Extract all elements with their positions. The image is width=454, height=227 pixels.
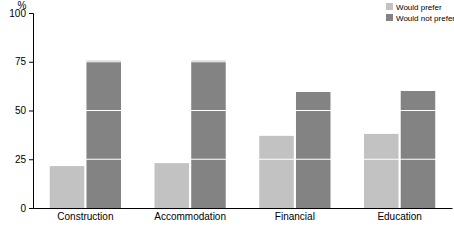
tick-label: Accommodation bbox=[154, 211, 226, 222]
legend-label: Would not prefer bbox=[396, 14, 454, 23]
bar bbox=[401, 91, 436, 208]
tick: Education bbox=[377, 211, 421, 222]
tick-mark bbox=[29, 111, 33, 112]
bar bbox=[364, 134, 399, 208]
tick: Financial bbox=[275, 211, 315, 222]
tick-mark bbox=[29, 62, 33, 63]
tick-label: Construction bbox=[57, 211, 113, 222]
tick-mark bbox=[29, 13, 33, 14]
tick-label: Education bbox=[377, 211, 421, 222]
grid-line bbox=[33, 110, 452, 111]
axis-line bbox=[29, 14, 34, 209]
x-axis: Construction Accommodation Financial Educat… bbox=[34, 209, 453, 223]
grid-line bbox=[33, 12, 452, 13]
grid-line bbox=[33, 61, 452, 62]
tick: 75 bbox=[15, 56, 33, 67]
tick-label: 75 bbox=[15, 56, 27, 67]
legend-swatch bbox=[386, 14, 393, 21]
legend-item: Would prefer bbox=[386, 3, 442, 12]
legend: Would prefer Would not prefer bbox=[386, 3, 454, 23]
grid-line bbox=[33, 159, 452, 160]
tick-label: 50 bbox=[15, 105, 27, 116]
legend-item: Would not prefer bbox=[386, 14, 454, 23]
bar bbox=[259, 136, 294, 208]
tick-mark bbox=[29, 208, 33, 209]
axis-title: % bbox=[18, 0, 27, 11]
bar bbox=[296, 92, 331, 208]
y-axis: 0255075100 bbox=[9, 8, 33, 214]
tick-label: 0 bbox=[20, 203, 26, 214]
tick-mark bbox=[29, 159, 33, 160]
tick: 0 bbox=[20, 203, 33, 214]
legend-swatch bbox=[386, 3, 393, 10]
plot: 0255075100ConstructionAccommodationFinan… bbox=[9, 8, 452, 222]
tick-label: Financial bbox=[275, 211, 315, 222]
bar bbox=[86, 61, 121, 208]
bar bbox=[50, 166, 85, 208]
legend-label: Would prefer bbox=[396, 3, 442, 12]
bar bbox=[191, 61, 226, 208]
tick: Construction bbox=[57, 211, 113, 222]
chart: 0255075100ConstructionAccommodationFinan… bbox=[0, 0, 454, 227]
bar bbox=[155, 163, 190, 208]
axis-line bbox=[34, 208, 453, 209]
tick: Accommodation bbox=[154, 211, 226, 222]
grid bbox=[33, 13, 452, 159]
tick-label: 25 bbox=[15, 154, 27, 165]
bars bbox=[50, 61, 435, 208]
tick: 50 bbox=[15, 105, 33, 116]
tick: 25 bbox=[15, 154, 33, 165]
